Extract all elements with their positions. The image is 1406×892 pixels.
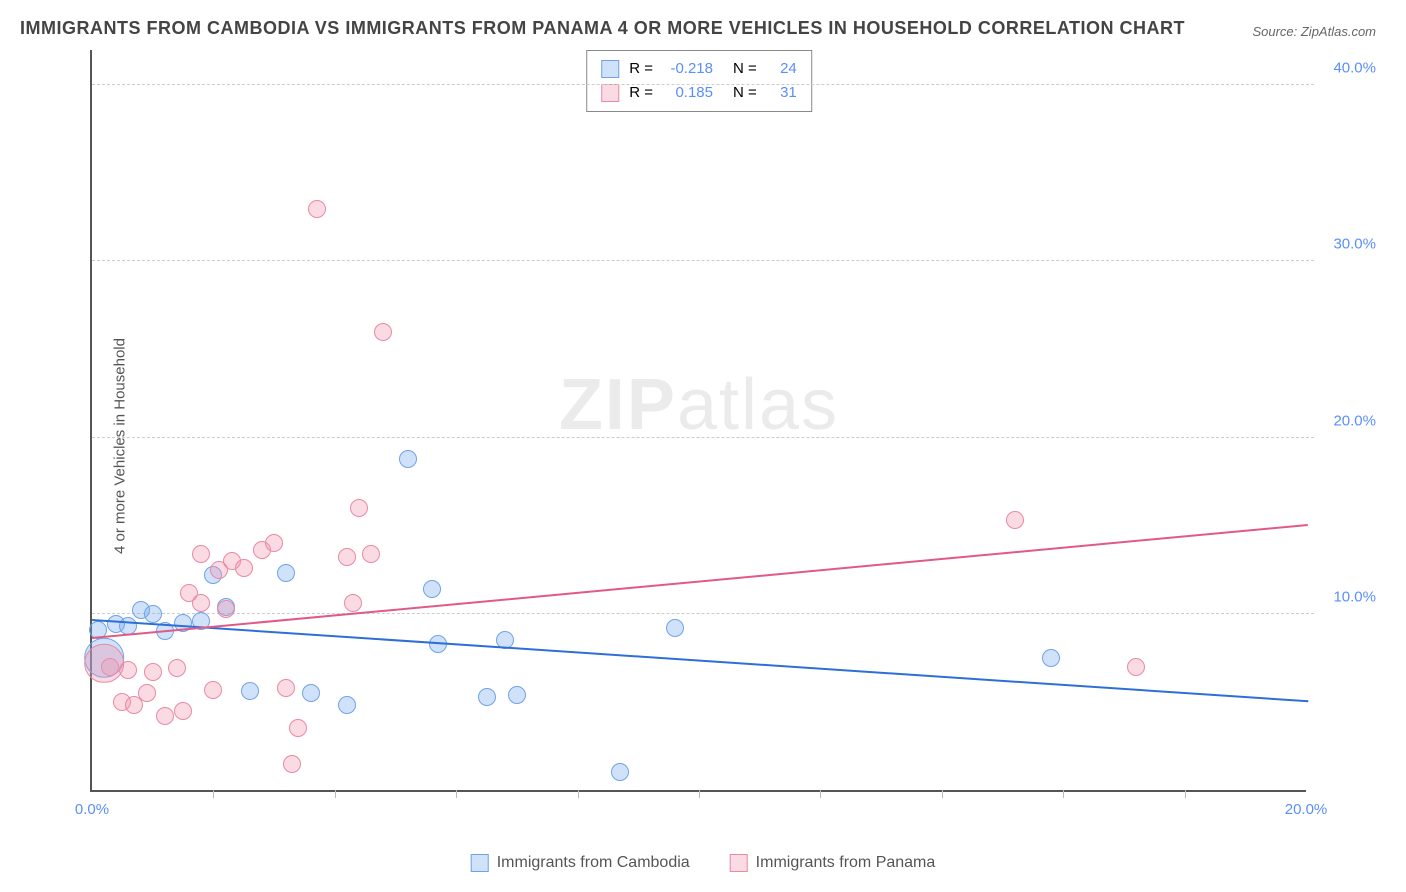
- data-point: [138, 684, 156, 702]
- x-tick: [942, 790, 943, 798]
- y-tick-label: 30.0%: [1316, 236, 1376, 253]
- x-tick: [1185, 790, 1186, 798]
- data-point: [308, 200, 326, 218]
- data-point: [241, 682, 259, 700]
- data-point: [362, 545, 380, 563]
- data-point: [478, 688, 496, 706]
- data-point: [611, 763, 629, 781]
- data-point: [350, 499, 368, 517]
- data-point: [338, 696, 356, 714]
- chart-area: ZIPatlas R =-0.218N =24R =0.185N =31 10.…: [50, 50, 1386, 822]
- gridline: [92, 613, 1314, 614]
- x-tick-label: 20.0%: [1285, 801, 1328, 818]
- data-point: [144, 605, 162, 623]
- legend-item: Immigrants from Cambodia: [471, 854, 690, 872]
- r-value: -0.218: [663, 57, 713, 81]
- legend-swatch: [471, 854, 489, 872]
- n-value: 24: [767, 57, 797, 81]
- trend-line: [92, 619, 1308, 702]
- data-point: [344, 594, 362, 612]
- legend-item: Immigrants from Panama: [730, 854, 936, 872]
- data-point: [666, 619, 684, 637]
- data-point: [168, 659, 186, 677]
- data-point: [1006, 511, 1024, 529]
- bottom-legend: Immigrants from Cambodia Immigrants from …: [471, 854, 936, 872]
- data-point: [84, 643, 124, 683]
- plot-region: ZIPatlas R =-0.218N =24R =0.185N =31 10.…: [90, 50, 1306, 792]
- watermark: ZIPatlas: [559, 364, 839, 446]
- data-point: [423, 580, 441, 598]
- x-tick: [335, 790, 336, 798]
- data-point: [174, 702, 192, 720]
- data-point: [338, 548, 356, 566]
- data-point: [156, 707, 174, 725]
- data-point: [1042, 649, 1060, 667]
- chart-title: IMMIGRANTS FROM CAMBODIA VS IMMIGRANTS F…: [20, 18, 1185, 39]
- y-tick-label: 20.0%: [1316, 412, 1376, 429]
- x-tick: [456, 790, 457, 798]
- stats-row: R = -0.218 N = 24: [601, 57, 797, 81]
- data-point: [283, 755, 301, 773]
- data-point: [265, 534, 283, 552]
- gridline: [92, 437, 1314, 438]
- data-point: [204, 681, 222, 699]
- legend-swatch: [601, 84, 619, 102]
- gridline: [92, 84, 1314, 85]
- x-tick: [699, 790, 700, 798]
- data-point: [374, 323, 392, 341]
- legend-swatch: [730, 854, 748, 872]
- data-point: [235, 559, 253, 577]
- data-point: [289, 719, 307, 737]
- data-point: [302, 684, 320, 702]
- r-label: R =: [629, 57, 653, 81]
- x-tick: [1063, 790, 1064, 798]
- n-label: N =: [733, 57, 757, 81]
- legend-label: Immigrants from Cambodia: [497, 854, 690, 872]
- stats-legend: R =-0.218N =24R =0.185N =31: [586, 50, 812, 112]
- data-point: [192, 594, 210, 612]
- legend-swatch: [601, 60, 619, 78]
- data-point: [277, 679, 295, 697]
- y-tick-label: 10.0%: [1316, 588, 1376, 605]
- x-tick: [578, 790, 579, 798]
- data-point: [217, 600, 235, 618]
- x-tick: [820, 790, 821, 798]
- legend-label: Immigrants from Panama: [756, 854, 936, 872]
- x-tick-label: 0.0%: [75, 801, 109, 818]
- data-point: [399, 450, 417, 468]
- source-label: Source: ZipAtlas.com: [1252, 24, 1376, 39]
- x-tick: [213, 790, 214, 798]
- data-point: [144, 663, 162, 681]
- data-point: [508, 686, 526, 704]
- data-point: [1127, 658, 1145, 676]
- data-point: [192, 545, 210, 563]
- gridline: [92, 260, 1314, 261]
- y-tick-label: 40.0%: [1316, 60, 1376, 77]
- data-point: [277, 564, 295, 582]
